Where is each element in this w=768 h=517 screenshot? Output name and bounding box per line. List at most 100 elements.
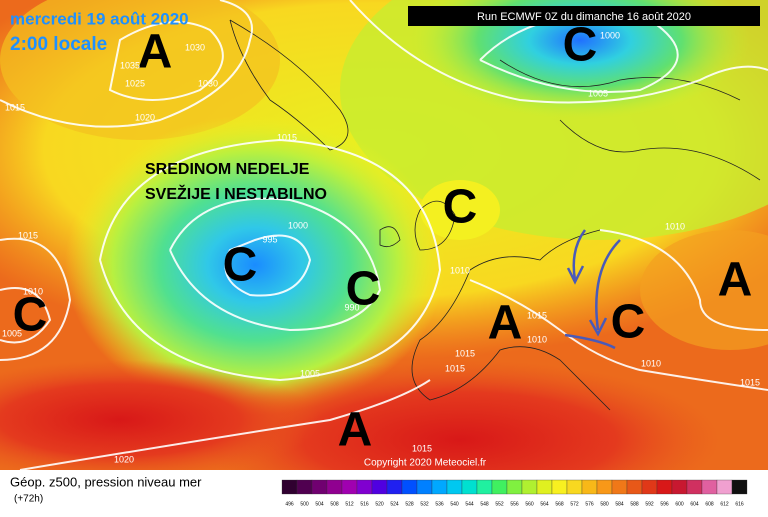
legend-swatch <box>281 479 298 495</box>
pressure-center: A <box>488 297 523 350</box>
legend-swatch <box>536 479 553 495</box>
legend-label: 608 <box>705 501 714 507</box>
legend-label: 532 <box>420 501 429 507</box>
legend-label: 616 <box>735 501 744 507</box>
legend-label: 552 <box>495 501 504 507</box>
legend-swatch <box>686 479 703 495</box>
legend-swatch <box>521 479 538 495</box>
legend-swatch <box>506 479 523 495</box>
legend-swatch <box>356 479 373 495</box>
legend-swatch <box>476 479 493 495</box>
run-info: Run ECMWF 0Z du dimanche 16 août 2020 <box>477 11 691 23</box>
pressure-center: A <box>138 26 173 79</box>
isobar-label: 1000 <box>600 30 620 40</box>
isobar-label: 1010 <box>23 286 43 296</box>
isobar-label: 1005 <box>300 368 320 378</box>
legend-swatch <box>431 479 448 495</box>
legend-swatch <box>326 479 343 495</box>
legend-label: 588 <box>630 501 639 507</box>
lead-time: (+72h) <box>14 494 43 505</box>
isobar-label: 1005 <box>2 328 22 338</box>
legend-label: 572 <box>570 501 579 507</box>
legend-label: 544 <box>465 501 474 507</box>
pressure-center: C <box>223 239 258 292</box>
legend-swatch <box>716 479 733 495</box>
isobar-label: 1005 <box>588 88 608 98</box>
isobar-label: 1015 <box>527 310 547 320</box>
pressure-center: C <box>13 289 48 342</box>
legend-swatch <box>596 479 613 495</box>
legend-label: 528 <box>405 501 414 507</box>
isobar-label: 1010 <box>665 221 685 231</box>
legend-label: 536 <box>435 501 444 507</box>
pressure-center: C <box>563 19 598 72</box>
isobar-labels: 1030 1030 1035 1025 1020 1015 1015 1000 995 990 10… <box>2 30 760 464</box>
legend-label: 576 <box>585 501 594 507</box>
run-banner <box>408 6 760 26</box>
arrows <box>564 229 621 350</box>
legend-swatch <box>341 479 358 495</box>
legend-label: 600 <box>675 501 684 507</box>
isobar-label: 1000 <box>288 220 308 230</box>
isobar-label: 1035 <box>120 60 140 70</box>
legend-label: 520 <box>375 501 384 507</box>
legend-swatch <box>656 479 673 495</box>
legend-swatch <box>626 479 643 495</box>
legend-label: 512 <box>345 501 354 507</box>
legend-label: 524 <box>390 501 399 507</box>
legend-label: 504 <box>315 501 324 507</box>
isobar-label: 990 <box>344 302 359 312</box>
annotation: SREDINOM NEDELJE <box>145 161 310 178</box>
pressure-center: A <box>718 254 753 307</box>
pressure-centers: A C C C C A C A C A <box>13 19 753 457</box>
color-legend: 496 500 504 508 512 516 520 524 528 532 536 540 544 5… <box>281 479 748 507</box>
isobar-label: 1020 <box>114 454 134 464</box>
isobar-label: 1010 <box>641 358 661 368</box>
legend-swatch <box>581 479 598 495</box>
legend-label: 500 <box>300 501 309 507</box>
legend-swatch <box>386 479 403 495</box>
legend-swatch <box>611 479 628 495</box>
legend-label: 540 <box>450 501 459 507</box>
legend-swatch <box>446 479 463 495</box>
legend-label: 584 <box>615 501 624 507</box>
isobar-label: 1015 <box>5 102 25 112</box>
legend-label: 568 <box>555 501 564 507</box>
copyright: Copyright 2020 Meteociel.fr <box>364 458 487 469</box>
isobar-label: 1030 <box>185 42 205 52</box>
isobars <box>0 0 768 391</box>
isobar-label: 1015 <box>740 377 760 387</box>
legend-swatch <box>371 479 388 495</box>
date: mercredi 19 août 2020 <box>10 9 189 28</box>
legend-label: 596 <box>660 501 669 507</box>
legend-swatch <box>671 479 688 495</box>
legend-swatch <box>551 479 568 495</box>
legend-label: 548 <box>480 501 489 507</box>
legend-swatch <box>701 479 718 495</box>
legend-swatch <box>566 479 583 495</box>
legend-label: 612 <box>720 501 729 507</box>
legend-label: 496 <box>285 501 294 507</box>
legend-swatch <box>311 479 328 495</box>
isobar-label: 995 <box>262 234 277 244</box>
legend-swatch <box>461 479 478 495</box>
isobar-label: 1020 <box>135 112 155 122</box>
legend-label: 604 <box>690 501 699 507</box>
legend-swatch <box>491 479 508 495</box>
legend-swatch <box>641 479 658 495</box>
pressure-center: C <box>443 181 478 234</box>
legend-label: 592 <box>645 501 654 507</box>
legend-label: 508 <box>330 501 339 507</box>
isobar-label: 1015 <box>18 230 38 240</box>
isobar-label: 1010 <box>450 265 470 275</box>
isobar-label: 1010 <box>527 334 547 344</box>
legend-swatch <box>401 479 418 495</box>
legend-label: 556 <box>510 501 519 507</box>
legend-swatch <box>731 479 748 495</box>
legend-label: 516 <box>360 501 369 507</box>
isobar-label: 1015 <box>277 132 297 142</box>
isobar-label: 1015 <box>412 443 432 453</box>
legend-swatch <box>416 479 433 495</box>
legend-label: 560 <box>525 501 534 507</box>
